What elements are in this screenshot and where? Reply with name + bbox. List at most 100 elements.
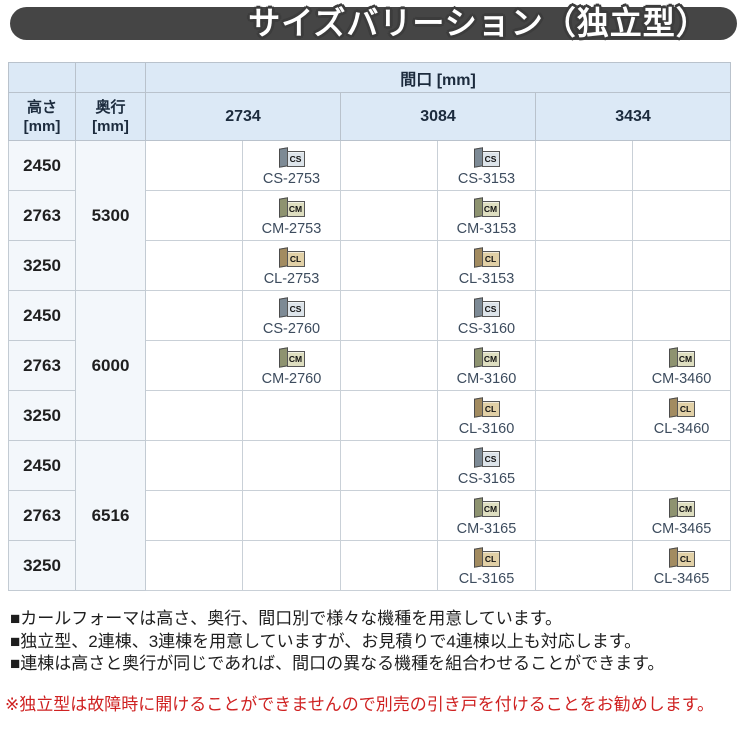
empty-subcell xyxy=(340,390,438,441)
product: CL CL-3160 xyxy=(438,394,535,438)
corner-cell-2 xyxy=(75,62,146,93)
shed-front-face: CS xyxy=(286,150,305,167)
product-model-label: CM-2760 xyxy=(261,370,322,387)
product-cell: CM CM-3153 xyxy=(437,190,536,241)
empty-subcell xyxy=(145,190,243,241)
product: CM CM-2753 xyxy=(243,194,340,238)
product-cell: CL CL-3160 xyxy=(437,390,536,441)
product-cell: CM CM-3460 xyxy=(631,340,732,391)
width-column-3084: 3084 xyxy=(340,92,536,141)
product-icon-cm: CM xyxy=(667,346,697,370)
product: CS CS-2760 xyxy=(243,294,340,338)
product-icon-cm: CM xyxy=(277,346,307,370)
product-cell: CL CL-3165 xyxy=(437,540,536,591)
product: CM CM-3165 xyxy=(438,494,535,538)
product-cell xyxy=(242,490,341,541)
product: CL CL-3465 xyxy=(633,544,730,588)
height-cell: 2763 xyxy=(8,340,76,391)
empty-subcell xyxy=(145,540,243,591)
height-cell: 2763 xyxy=(8,490,76,541)
product-cell: CM CM-3165 xyxy=(437,490,536,541)
table-row: 2450 6516 CS CS-3165 xyxy=(8,440,732,591)
table-row: 3250 CL CL-2753 CL CL-3153 xyxy=(8,240,732,291)
warning-note: ※独立型は故障時に開けることができませんので別売の引き戸を付けることをお勧めしま… xyxy=(5,695,715,714)
table-row: 3250 CL CL-3165 CL CL-3465 xyxy=(8,540,732,591)
product-model-label: CM-3160 xyxy=(456,370,517,387)
product-icon-cm: CM xyxy=(472,346,502,370)
table-row: 3250 CL CL-3160 CL CL-3460 xyxy=(8,390,732,441)
empty-subcell xyxy=(145,140,243,191)
product: CM CM-2760 xyxy=(243,344,340,388)
product-icon-cl: CL xyxy=(667,396,697,420)
empty-subcell xyxy=(340,190,438,241)
shed-front-face: CM xyxy=(286,200,305,217)
product-model-label: CL-3465 xyxy=(653,570,710,587)
shed-front-face: CS xyxy=(481,300,500,317)
empty-subcell xyxy=(145,390,243,441)
table-row: 2763 CM CM-2753 CM CM-3153 xyxy=(8,190,732,241)
product-cell: CL CL-3153 xyxy=(437,240,536,291)
product-model-label: CM-2753 xyxy=(261,220,322,237)
height-cell: 2763 xyxy=(8,190,76,241)
product-model-label: CL-3165 xyxy=(458,570,515,587)
product-cell: CS CS-3165 xyxy=(437,440,536,491)
product-icon-cm: CM xyxy=(472,196,502,220)
product: CL CL-3165 xyxy=(438,544,535,588)
depth-cell: 6516 xyxy=(75,440,146,591)
product-cell: CM CM-3465 xyxy=(631,490,732,541)
product: CM CM-3160 xyxy=(438,344,535,388)
shed-front-face: CL xyxy=(286,250,305,267)
product-model-label: CL-3460 xyxy=(653,420,710,437)
height-cell: 2450 xyxy=(8,440,76,491)
product-model-label: CS-3160 xyxy=(457,320,516,337)
product-icon-cm: CM xyxy=(667,496,697,520)
shed-front-face: CS xyxy=(481,450,500,467)
size-table-body: 2450 5300 CS CS-2753 CS CS-3153 2763 CM CM-2753 C… xyxy=(8,140,732,591)
product-cell xyxy=(631,440,732,491)
table-row: 2450 6000 CS CS-2760 CS CS-3160 xyxy=(8,290,732,441)
product: CL CL-2753 xyxy=(243,244,340,288)
empty-subcell xyxy=(340,240,438,291)
empty-subcell xyxy=(145,340,243,391)
shed-front-face: CM xyxy=(286,350,305,367)
product-cell: CS CS-2760 xyxy=(242,290,341,341)
empty-subcell xyxy=(535,490,633,541)
product-cell: CL CL-3460 xyxy=(631,390,732,441)
note-line: ■連棟は高さと奥行が同じであれば、間口の異なる機種を組合わせることができます。 xyxy=(10,654,665,673)
product-icon-cs: CS xyxy=(472,146,502,170)
product-cell xyxy=(242,440,341,491)
product-cell: CS CS-2753 xyxy=(242,140,341,191)
shed-front-face: CL xyxy=(676,400,695,417)
product-cell: CM CM-2760 xyxy=(242,340,341,391)
height-column-header: 高さ [mm] xyxy=(8,92,76,141)
empty-subcell xyxy=(535,190,633,241)
product-cell: CL CL-2753 xyxy=(242,240,341,291)
empty-subcell xyxy=(340,490,438,541)
shed-front-face: CL xyxy=(481,400,500,417)
title-bar: サイズバリーション（独立型） xyxy=(10,7,737,40)
product-icon-cl: CL xyxy=(472,546,502,570)
product-cell: CL CL-3465 xyxy=(631,540,732,591)
width-span-header: 間口 [mm] xyxy=(144,62,732,93)
product-icon-cm: CM xyxy=(277,196,307,220)
product-model-label: CM-3165 xyxy=(456,520,517,537)
product-model-label: CL-3160 xyxy=(458,420,515,437)
empty-subcell xyxy=(145,440,243,491)
depth-column-header: 奥行 [mm] xyxy=(75,92,146,141)
product-model-label: CL-2753 xyxy=(263,270,320,287)
product: CS CS-2753 xyxy=(243,144,340,188)
empty-subcell xyxy=(340,540,438,591)
product-icon-cs: CS xyxy=(472,446,502,470)
empty-subcell xyxy=(145,490,243,541)
table-row: 2450 5300 CS CS-2753 CS CS-3153 xyxy=(8,140,732,291)
height-cell: 3250 xyxy=(8,540,76,591)
empty-subcell xyxy=(340,290,438,341)
height-cell: 3250 xyxy=(8,390,76,441)
product-cell xyxy=(631,140,732,191)
product: CS CS-3160 xyxy=(438,294,535,338)
product-icon-cm: CM xyxy=(472,496,502,520)
depth-cell: 5300 xyxy=(75,140,146,291)
product-model-label: CL-3153 xyxy=(458,270,515,287)
product-cell xyxy=(631,240,732,291)
